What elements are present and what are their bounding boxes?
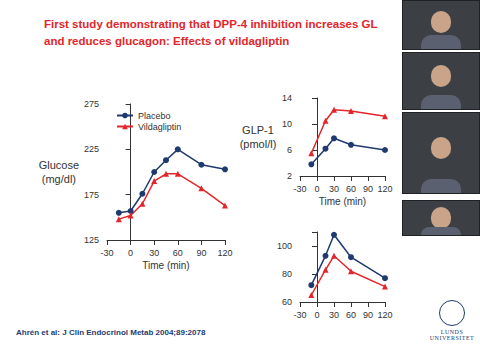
svg-text:0: 0 — [314, 184, 319, 194]
svg-text:(mg/dl): (mg/dl) — [42, 173, 76, 185]
svg-text:60: 60 — [346, 184, 356, 194]
svg-text:30: 30 — [149, 248, 159, 258]
svg-text:90: 90 — [363, 310, 373, 320]
svg-text:60: 60 — [173, 248, 183, 258]
svg-text:Glucose: Glucose — [39, 159, 79, 171]
svg-text:80: 80 — [282, 269, 292, 279]
html-text:and reduces glucagon: Effects: and reduces glucagon: Effects of vildagl… — [44, 35, 290, 47]
svg-text:2: 2 — [287, 171, 292, 181]
svg-text:100: 100 — [277, 241, 292, 251]
svg-text:120: 120 — [377, 184, 392, 194]
svg-text:0: 0 — [128, 248, 133, 258]
svg-text:60: 60 — [346, 310, 356, 320]
svg-text:-30: -30 — [293, 310, 306, 320]
svg-text:275: 275 — [84, 99, 99, 109]
svg-text:Time (min): Time (min) — [319, 196, 366, 207]
svg-text:125: 125 — [84, 235, 99, 245]
svg-text:120: 120 — [217, 248, 232, 258]
svg-text:Time (min): Time (min) — [142, 260, 189, 271]
svg-text:-30: -30 — [100, 248, 113, 258]
svg-text:GLP-1: GLP-1 — [242, 124, 274, 136]
html-text:First study demonstrating that: First study demonstrating that DPP-4 inh… — [44, 18, 378, 30]
svg-text:10: 10 — [282, 119, 292, 129]
svg-text:Vildagliptin: Vildagliptin — [138, 122, 181, 132]
svg-text:14: 14 — [282, 93, 292, 103]
svg-text:90: 90 — [196, 248, 206, 258]
html-text:Ahrén et al: J Clin Endocrinol: Ahrén et al: J Clin Endocrinol Metab 200… — [16, 328, 206, 337]
svg-text:(pmol/l): (pmol/l) — [240, 138, 277, 150]
svg-text:Placebo: Placebo — [138, 111, 171, 121]
svg-text:30: 30 — [329, 184, 339, 194]
svg-text:0: 0 — [314, 310, 319, 320]
svg-text:6: 6 — [287, 145, 292, 155]
svg-text:120: 120 — [377, 310, 392, 320]
svg-text:-30: -30 — [293, 184, 306, 194]
svg-text:90: 90 — [363, 184, 373, 194]
svg-text:175: 175 — [84, 190, 99, 200]
svg-text:225: 225 — [84, 144, 99, 154]
svg-text:60: 60 — [282, 297, 292, 307]
svg-text:30: 30 — [329, 310, 339, 320]
html-text:LUNDS UNIVERSITET: LUNDS UNIVERSITET — [429, 329, 475, 341]
